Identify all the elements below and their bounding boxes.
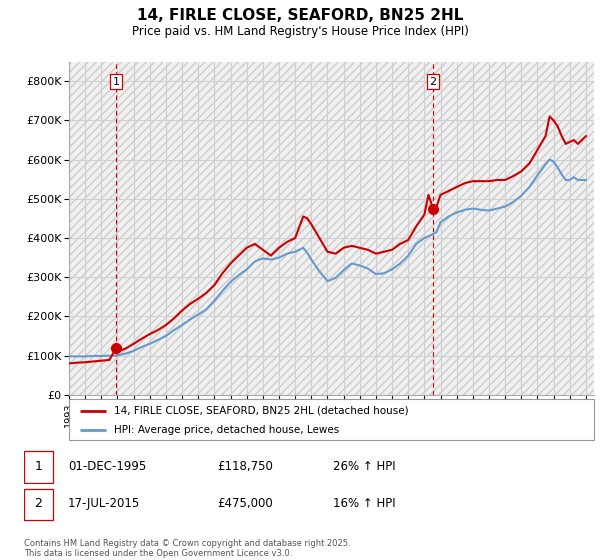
Text: Price paid vs. HM Land Registry's House Price Index (HPI): Price paid vs. HM Land Registry's House …	[131, 25, 469, 38]
Text: £475,000: £475,000	[217, 497, 273, 510]
Text: 2: 2	[430, 77, 437, 87]
Text: HPI: Average price, detached house, Lewes: HPI: Average price, detached house, Lewe…	[113, 424, 339, 435]
FancyBboxPatch shape	[24, 451, 53, 483]
Text: 17-JUL-2015: 17-JUL-2015	[68, 497, 140, 510]
Text: 14, FIRLE CLOSE, SEAFORD, BN25 2HL (detached house): 14, FIRLE CLOSE, SEAFORD, BN25 2HL (deta…	[113, 405, 408, 416]
Text: £118,750: £118,750	[217, 460, 273, 473]
Text: Contains HM Land Registry data © Crown copyright and database right 2025.
This d: Contains HM Land Registry data © Crown c…	[24, 539, 350, 558]
FancyBboxPatch shape	[24, 489, 53, 520]
Text: 2: 2	[34, 497, 42, 510]
Text: 26% ↑ HPI: 26% ↑ HPI	[333, 460, 396, 473]
Text: 1: 1	[113, 77, 119, 87]
Text: 14, FIRLE CLOSE, SEAFORD, BN25 2HL: 14, FIRLE CLOSE, SEAFORD, BN25 2HL	[137, 8, 463, 24]
Text: 16% ↑ HPI: 16% ↑ HPI	[333, 497, 396, 510]
FancyBboxPatch shape	[69, 399, 594, 440]
Text: 1: 1	[34, 460, 42, 473]
Text: 01-DEC-1995: 01-DEC-1995	[68, 460, 146, 473]
